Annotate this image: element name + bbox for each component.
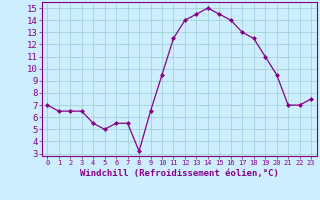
X-axis label: Windchill (Refroidissement éolien,°C): Windchill (Refroidissement éolien,°C) [80,169,279,178]
